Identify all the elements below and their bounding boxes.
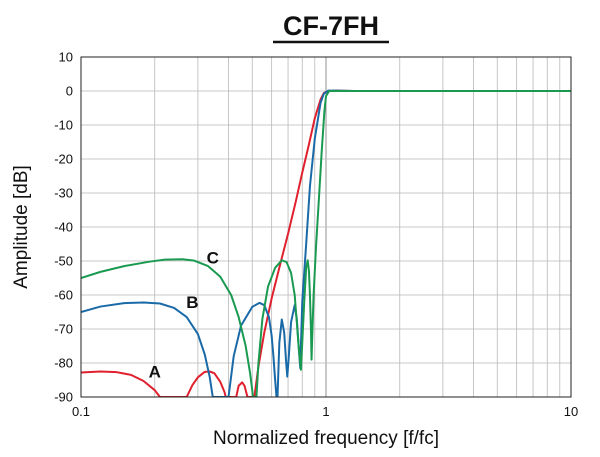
y-tick-label: -10 [54,118,73,133]
y-tick-label: -70 [54,322,73,337]
y-tick-label: -90 [54,390,73,405]
x-axis-title: Normalized frequency [f/fc] [213,428,439,449]
y-tick-label: -20 [54,152,73,167]
y-tick-label: 0 [66,84,73,99]
series-label-c: C [207,249,219,268]
series-line-b [81,89,571,397]
grid [81,57,571,397]
y-tick-label: -80 [54,356,73,371]
y-tick-label: 10 [59,50,73,65]
series-layer [81,89,571,397]
chart-title-group: CF-7FH [273,11,389,44]
plot-frame [80,56,572,398]
y-tick-label: -30 [54,186,73,201]
series-label-b: B [186,293,198,312]
x-tick-label: 10 [564,404,578,419]
y-tick-label: -50 [54,254,73,269]
x-axis-ticks: 0.1 1 10 [72,404,578,419]
x-tick-label: 1 [322,404,329,419]
y-axis-title: Amplitude [dB] [11,165,32,289]
y-tick-label: -60 [54,288,73,303]
series-line-c [81,90,571,397]
series-label-a: A [149,363,161,382]
y-axis-ticks: 10 0 -10 -20 -30 -40 -50 -60 -70 -80 -90 [54,50,73,405]
chart-title: CF-7FH [283,11,379,41]
x-tick-label: 0.1 [72,404,90,419]
y-tick-label: -40 [54,220,73,235]
series-labels: A B C [149,249,219,382]
